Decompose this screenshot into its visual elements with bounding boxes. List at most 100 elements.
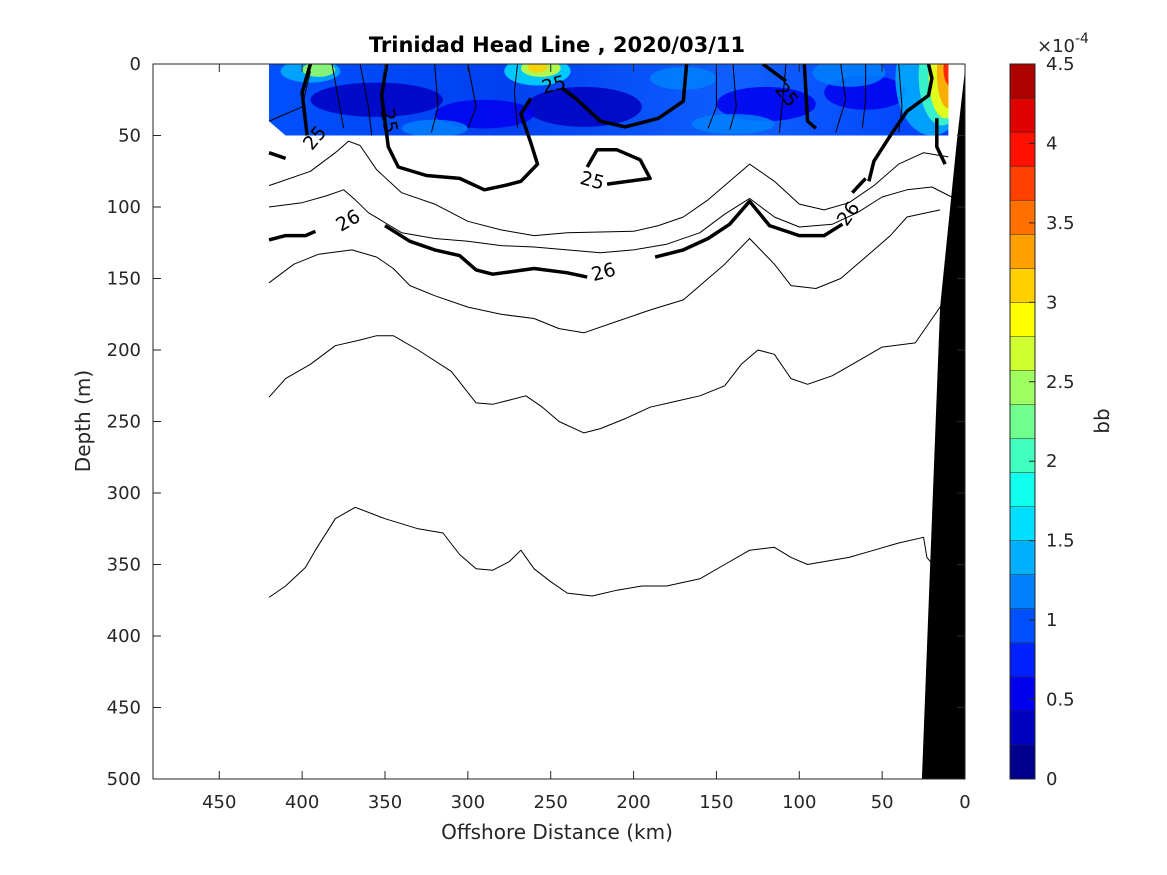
heatmap-patch	[650, 66, 717, 90]
x-tick-label: 200	[616, 792, 650, 813]
contour-line	[268, 289, 953, 434]
colorbar-ticks: 0 0.5 1 1.5 2 2.5 3 3.5 4 4.5	[1029, 54, 1075, 790]
contour-line-bold	[935, 118, 947, 165]
colorbar-swatch	[1010, 506, 1035, 542]
colorbar-exponent-base: ×10	[1037, 36, 1075, 57]
colorbar-frame	[1009, 63, 1036, 780]
colorbar-swatch	[1010, 132, 1035, 167]
contour-line-bold	[851, 177, 867, 194]
contour-line-bold	[300, 64, 313, 136]
y-tick-label: 0	[130, 54, 141, 75]
colorbar-swatch	[1010, 404, 1035, 440]
x-tick-label: 250	[534, 792, 568, 813]
contour-line-bold	[867, 64, 934, 182]
x-tick-label: 50	[871, 792, 894, 813]
colorbar-swatch	[1010, 302, 1035, 337]
colorbar-tick-label: 4.5	[1046, 54, 1075, 75]
colorbar-swatch	[1010, 268, 1035, 303]
x-axis-label: Offshore Distance (km)	[441, 820, 673, 844]
x-tick-label: 350	[368, 792, 402, 813]
contour-line	[467, 64, 477, 129]
y-axis-ticks: 0 50 100 150 200 250 300 350 400 450 500	[107, 54, 965, 790]
contour-line	[268, 71, 311, 122]
colorbar-swatch	[1010, 710, 1035, 746]
colorbar-swatch	[1010, 336, 1035, 371]
y-tick-label: 400	[107, 626, 141, 647]
contour-line	[268, 506, 941, 598]
heatmap-patch	[401, 119, 468, 136]
x-tick-label: 0	[959, 792, 970, 813]
y-axis-label: Depth (m)	[71, 370, 95, 472]
density-contours	[268, 64, 953, 598]
heatmap-patch	[812, 64, 886, 87]
contour-line	[331, 64, 345, 129]
contour-line	[513, 64, 519, 129]
colorbar-swatch	[1010, 642, 1035, 678]
contour-line	[268, 186, 952, 254]
colorbar: 0 0.5 1 1.5 2 2.5 3 3.5 4 4.5 ×10-4 bb	[1009, 31, 1114, 790]
colorbar-tick-label: 4	[1046, 133, 1057, 154]
colorbar-swatch	[1010, 744, 1035, 780]
colorbar-swatch	[1010, 234, 1035, 269]
chart-title: Trinidad Head Line , 2020/03/11	[369, 33, 745, 57]
colorbar-swatch	[1010, 574, 1035, 610]
contour-line-bold	[761, 64, 788, 83]
colorbar-swatch	[1010, 64, 1035, 99]
contour-line	[835, 64, 847, 133]
contour-line	[778, 64, 787, 133]
y-tick-label: 450	[107, 698, 141, 719]
colorbar-tick-label: 0	[1046, 769, 1057, 790]
x-tick-label: 100	[782, 792, 816, 813]
contour-line-bold	[561, 64, 689, 129]
y-tick-label: 200	[107, 340, 141, 361]
x-tick-label: 400	[285, 792, 319, 813]
x-axis-ticks: 450 400 350 300 250 200 150 100 50 0	[202, 64, 971, 813]
colorbar-swatch	[1010, 166, 1035, 201]
x-tick-label: 300	[451, 792, 485, 813]
heatmap-patch	[310, 82, 443, 117]
contour-line	[898, 64, 903, 133]
colorbar-swatch	[1010, 472, 1035, 508]
heatmap-patch	[691, 114, 775, 135]
colorbar-label: bb	[1090, 408, 1114, 433]
colorbar-swatch	[1010, 98, 1035, 133]
contour-line-bold	[585, 148, 652, 186]
colorbar-tick-label: 1.5	[1046, 531, 1075, 552]
colorbar-swatch	[1010, 370, 1035, 405]
x-tick-label: 150	[699, 792, 733, 813]
heatmap-patch	[943, 64, 949, 87]
colorbar-tick-label: 3	[1046, 292, 1057, 313]
heatmap-patch	[936, 64, 949, 109]
colorbar-swatch	[1010, 676, 1035, 712]
colorbar-swatch	[1010, 540, 1035, 576]
colorbar-tick-label: 1	[1046, 610, 1057, 631]
y-tick-label: 50	[118, 126, 141, 147]
y-tick-label: 300	[107, 483, 141, 504]
contour-line	[268, 140, 949, 237]
contour-line	[707, 64, 717, 129]
colorbar-tick-label: 0.5	[1046, 690, 1075, 711]
contour-label: 25	[376, 107, 402, 135]
contour-line	[430, 64, 439, 133]
colorbar-exponent-power: -4	[1075, 31, 1089, 47]
contour-line-bold	[268, 229, 317, 242]
colorbar-exponent: ×10-4	[1037, 31, 1089, 57]
y-tick-label: 500	[107, 769, 141, 790]
contour-line	[729, 64, 737, 130]
contour-line	[861, 64, 867, 129]
colorbar-swatches	[1010, 64, 1035, 780]
colorbar-tick-label: 2.5	[1046, 372, 1075, 393]
colorbar-swatch	[1010, 200, 1035, 235]
heatmap-patch	[527, 64, 548, 73]
heatmap-patch	[716, 86, 816, 122]
y-tick-label: 250	[107, 412, 141, 433]
contour-line-bold	[802, 64, 818, 130]
contour-line-bold	[384, 224, 588, 279]
y-tick-label: 350	[107, 555, 141, 576]
y-tick-label: 150	[107, 269, 141, 290]
colorbar-swatch	[1010, 608, 1035, 644]
contour-line-bold	[379, 64, 540, 192]
contour-line-bold	[268, 151, 287, 161]
